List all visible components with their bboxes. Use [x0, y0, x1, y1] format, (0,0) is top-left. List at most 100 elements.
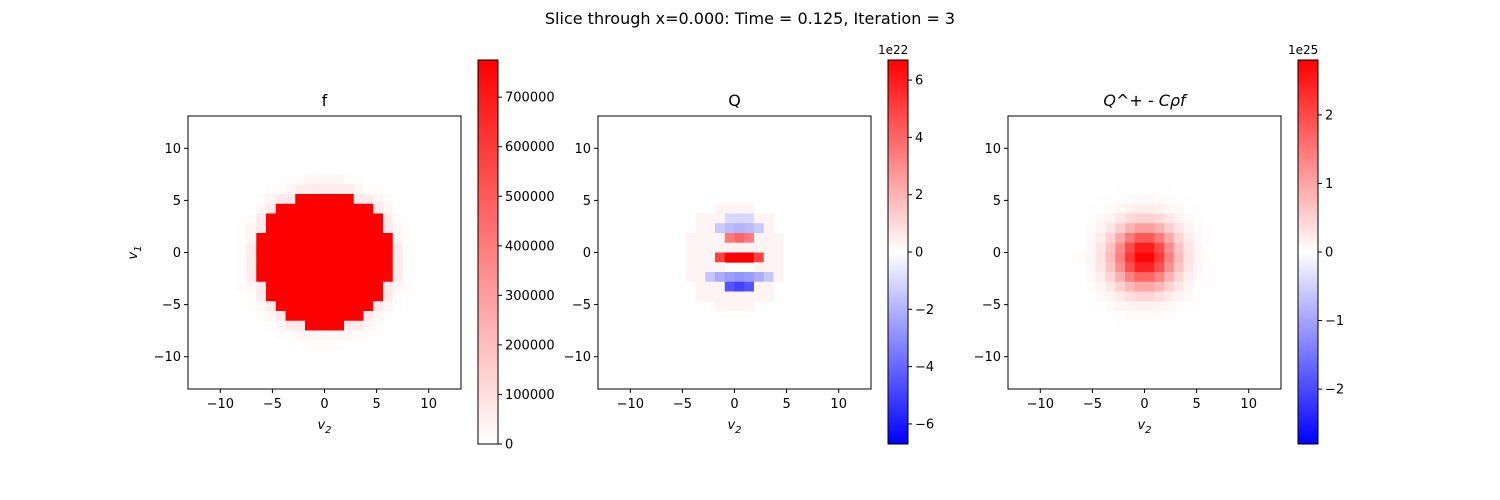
panel-qplus-cell	[1203, 242, 1214, 253]
panel-f-cell	[402, 262, 413, 273]
panel-f-cell	[285, 330, 296, 341]
panel-f-colorbar-tick-label: 200000	[505, 338, 555, 353]
panel-qplus-cell	[1086, 262, 1097, 273]
panel-f-cell	[353, 203, 364, 214]
panel-f-cell	[275, 330, 286, 341]
panel-f-cell	[236, 233, 247, 244]
panel-qplus-cell	[1086, 281, 1097, 292]
panel-f-cell	[314, 203, 325, 214]
panel-qplus-cell	[1125, 320, 1136, 331]
panel-f-cell	[275, 233, 286, 244]
panel-qplus-cell	[1164, 213, 1175, 224]
panel-f-cell	[246, 262, 257, 273]
panel-f-cell	[246, 213, 257, 224]
panel-f-cell	[334, 281, 345, 292]
panel-f-colorbar-tick-label: 600000	[505, 140, 555, 155]
panel-f-cell	[363, 242, 374, 253]
panel-qplus-xlabel-sub: 2	[1145, 425, 1151, 436]
panel-f-cell	[266, 301, 277, 312]
panel-qplus-cell	[1154, 272, 1165, 283]
panel-qplus-cell	[1125, 242, 1136, 253]
panel-q-colorbar-tick-label: 6	[915, 74, 923, 89]
panel-f-cell	[383, 203, 394, 214]
panel-qplus-cell	[1086, 252, 1097, 263]
panel-qplus-cell	[1154, 213, 1165, 224]
panel-f-heatmap	[236, 174, 413, 351]
panel-f-cell	[353, 320, 364, 331]
panel-q-xlabel: v2	[727, 418, 741, 436]
panel-f-cell	[373, 194, 384, 205]
panel-q-cell	[754, 223, 765, 234]
panel-f-cell	[353, 311, 364, 322]
panel-f-cell	[392, 281, 403, 292]
panel-qplus-cell	[1154, 301, 1165, 312]
panel-qplus-cell	[1203, 233, 1214, 244]
panel-qplus-cell	[1212, 252, 1223, 263]
panel-qplus-cell	[1164, 301, 1175, 312]
panel-f-cell	[334, 223, 345, 234]
panel-f-cell	[256, 311, 267, 322]
panel-f-cell	[275, 320, 286, 331]
panel-f-cell	[285, 174, 296, 185]
panel-f-cell	[314, 272, 325, 283]
panel-qplus-cell	[1203, 223, 1214, 234]
panel-f-xtick-label: 0	[320, 397, 328, 412]
panel-qplus-cell	[1125, 272, 1136, 283]
panel-qplus-cell	[1154, 242, 1165, 253]
panel-qplus-cell	[1076, 233, 1087, 244]
panel-q-cell	[744, 242, 755, 253]
panel-q-colorbar-tick-label: −2	[915, 303, 934, 318]
panel-f-cell	[344, 233, 355, 244]
panel-qplus-cell	[1134, 194, 1145, 205]
panel-f-cell	[353, 194, 364, 205]
panel-q-cell	[705, 262, 716, 273]
panel-f-cell	[383, 291, 394, 302]
panel-q-xticks: −10 −5 0 5 10	[617, 389, 847, 412]
panel-f-cell	[334, 320, 345, 331]
panel-q-cell	[744, 252, 755, 263]
panel-q-cell	[705, 233, 716, 244]
panel-qplus-cell	[1095, 301, 1106, 312]
panel-q-cell	[705, 252, 716, 263]
panel-qplus-cell	[1115, 262, 1126, 273]
panel-f-cell	[266, 291, 277, 302]
panel-q-cell	[685, 272, 696, 283]
panel-qplus-cell	[1125, 311, 1136, 322]
panel-f-cell	[295, 174, 306, 185]
panel-qplus-cell	[1183, 301, 1194, 312]
panel-qplus-cell	[1125, 233, 1136, 244]
panel-q-yticks: −10 −5 0 5 10	[564, 142, 598, 365]
panel-f-ytick-label: −10	[154, 350, 181, 365]
panel-qplus-cell	[1144, 311, 1155, 322]
panel-qplus-cell	[1125, 262, 1136, 273]
panel-f-cell	[266, 213, 277, 224]
panel-qplus-cell	[1164, 311, 1175, 322]
panel-f-cell	[285, 281, 296, 292]
panel-qplus-cell	[1154, 262, 1165, 273]
panel-qplus-cell	[1173, 252, 1184, 263]
panel-qplus-cell	[1115, 320, 1126, 331]
panel-q-cell	[744, 301, 755, 312]
panel-f-xtick-label: 10	[420, 397, 437, 412]
panel-qplus-cell	[1193, 252, 1204, 263]
panel-f-cell	[392, 242, 403, 253]
panel-f-cell	[266, 223, 277, 234]
panel-f-cell	[363, 301, 374, 312]
panel-f-cell	[275, 262, 286, 273]
panel-f-cell	[373, 203, 384, 214]
panel-q-cell	[734, 301, 745, 312]
panel-qplus-ytick-label: 10	[984, 142, 1001, 157]
panel-qplus-cell	[1125, 213, 1136, 224]
panel-f-cell	[236, 281, 247, 292]
panel-f-cell	[324, 262, 335, 273]
panel-f-cell	[324, 223, 335, 234]
panel-f-cell	[383, 242, 394, 253]
panel-qplus-cell	[1144, 203, 1155, 214]
panel-f-cell	[246, 272, 257, 283]
panel-f-cell	[295, 184, 306, 195]
panel-f-cell	[305, 301, 316, 312]
panel-f-colorbar	[477, 59, 499, 445]
panel-f-cell	[334, 242, 345, 253]
panel-qplus-cell	[1095, 272, 1106, 283]
